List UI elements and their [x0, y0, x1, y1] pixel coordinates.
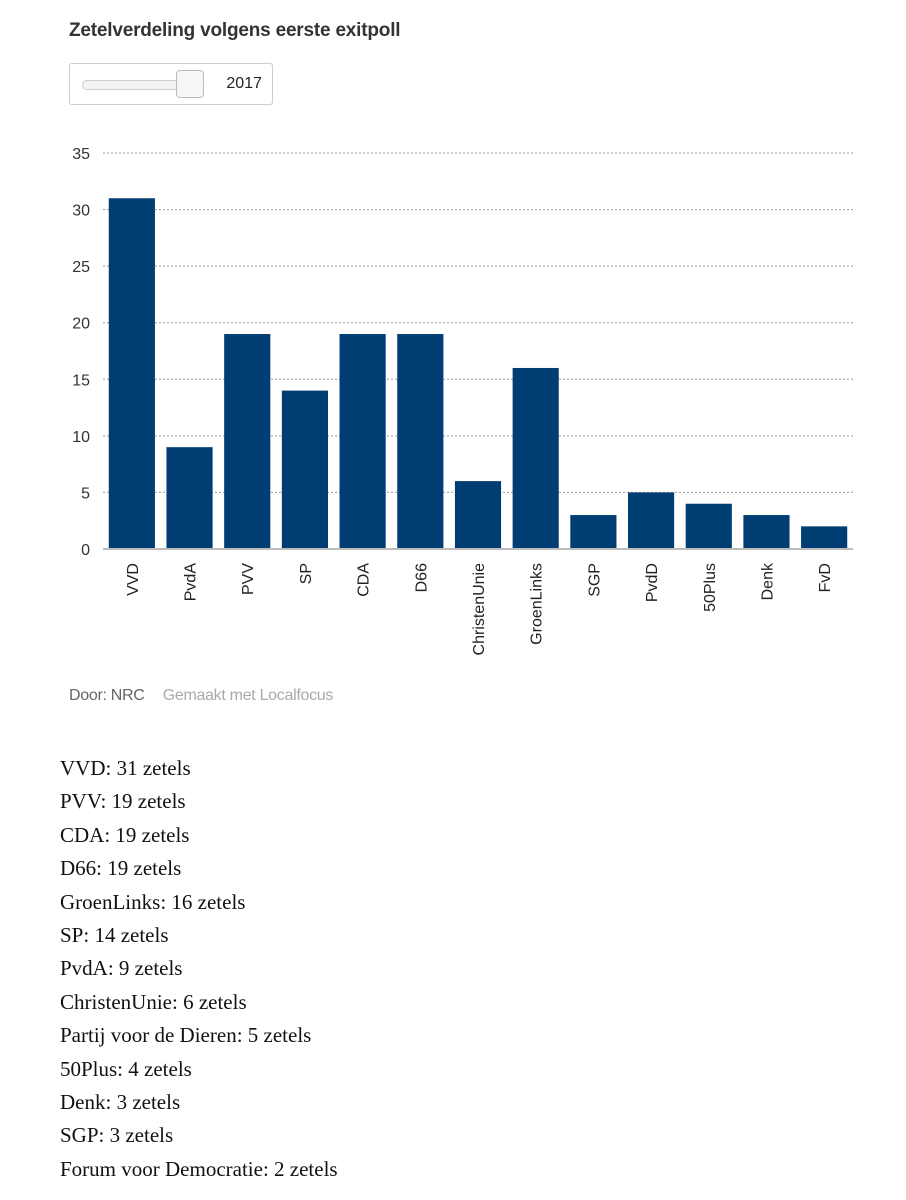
bar-chart: 0 5 10 15 20 25 30 35 VVD PvdA PVV SP CDA D66 Christen… — [72, 146, 853, 656]
y-tick-label: 35 — [72, 146, 90, 163]
seat-list-item: Denk: 3 zetels — [60, 1090, 181, 1115]
seat-list-item: SGP: 3 zetels — [60, 1123, 174, 1148]
chart-title: Zetelverdeling volgens eerste exitpoll — [69, 20, 401, 41]
seat-list-item: Forum voor Democratie: 2 zetels — [60, 1156, 338, 1181]
seat-list-item: D66: 19 zetels — [60, 856, 182, 881]
year-slider[interactable]: 2017 — [69, 63, 273, 105]
x-tick-label: SP — [298, 563, 315, 584]
x-tick-label: Denk — [759, 562, 776, 600]
x-tick-label: FvD — [817, 563, 834, 592]
x-tick-label: PVV — [240, 563, 257, 595]
seat-list-item: 50Plus: 4 zetels — [60, 1056, 192, 1081]
x-tick-label: ChristenUnie — [471, 563, 488, 656]
bar — [224, 334, 271, 549]
bar — [281, 390, 328, 549]
x-tick-label: PvdA — [183, 563, 200, 602]
seat-list-item: GroenLinks: 16 zetels — [60, 889, 246, 914]
y-tick-label: 25 — [72, 259, 90, 276]
bar — [512, 367, 559, 549]
y-tick-label: 10 — [72, 429, 90, 446]
credits: Door: NRC Gemaakt met Localfocus — [69, 687, 333, 705]
seat-list-item: CDA: 19 zetels — [60, 822, 190, 847]
y-tick-label: 0 — [81, 542, 90, 559]
bar — [801, 526, 848, 549]
bar — [166, 447, 213, 549]
x-tick-label: SGP — [586, 563, 603, 597]
credit-localfocus-link[interactable]: Gemaakt met Localfocus — [162, 687, 334, 704]
slider-handle[interactable] — [176, 70, 204, 98]
bar — [397, 334, 444, 549]
bar — [339, 334, 386, 549]
seat-list-item: PVV: 19 zetels — [60, 789, 186, 814]
x-tick-label: GroenLinks — [529, 563, 546, 645]
seat-list: VVD: 31 zetels PVV: 19 zetels CDA: 19 zete… — [60, 752, 338, 1186]
bar — [108, 198, 155, 549]
y-tick-label: 15 — [72, 372, 90, 389]
credit-author: Door: NRC — [69, 687, 145, 704]
x-tick-label: D66 — [413, 563, 430, 592]
bar — [743, 515, 790, 549]
x-tick-label: CDA — [356, 563, 373, 597]
seat-list-item: PvdA: 9 zetels — [60, 956, 183, 981]
x-tick-label: VVD — [125, 563, 142, 596]
bar — [454, 481, 502, 549]
bar — [628, 492, 675, 549]
y-tick-label: 30 — [72, 203, 90, 220]
y-tick-label: 20 — [72, 316, 90, 333]
slider-value: 2017 — [226, 75, 262, 92]
x-tick-label: PvdD — [644, 563, 661, 602]
bar — [570, 515, 617, 549]
y-tick-label: 5 — [81, 485, 90, 502]
seat-list-item: Partij voor de Dieren: 5 zetels — [60, 1023, 312, 1048]
seat-list-item: SP: 14 zetels — [60, 923, 169, 948]
x-tick-label: 50Plus — [702, 563, 719, 612]
seat-list-item: VVD: 31 zetels — [60, 756, 191, 780]
seat-list-item: ChristenUnie: 6 zetels — [60, 989, 247, 1014]
bar — [685, 503, 732, 549]
